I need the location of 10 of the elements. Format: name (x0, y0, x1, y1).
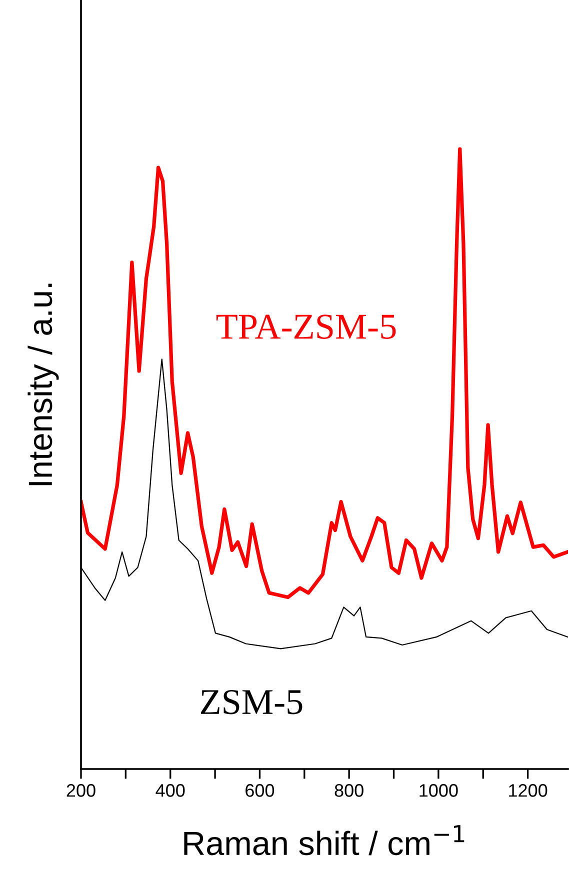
x-tick-label: 800 (334, 784, 364, 797)
x-tick-label: 600 (246, 784, 274, 797)
x-axis-title: Raman shift / cm$^{−1}$ (184, 825, 464, 856)
y-axis-title: Intensity / a.u. (28, 284, 59, 486)
x-tick-label: 1000 (420, 784, 458, 797)
x-tick-label: 1200 (509, 784, 548, 797)
x-tick-label: 400 (156, 784, 185, 797)
x-tick-label: 200 (66, 784, 96, 797)
series-label: ZSM-5 (201, 690, 302, 714)
series-label: TPA-ZSM-5 (216, 314, 396, 339)
